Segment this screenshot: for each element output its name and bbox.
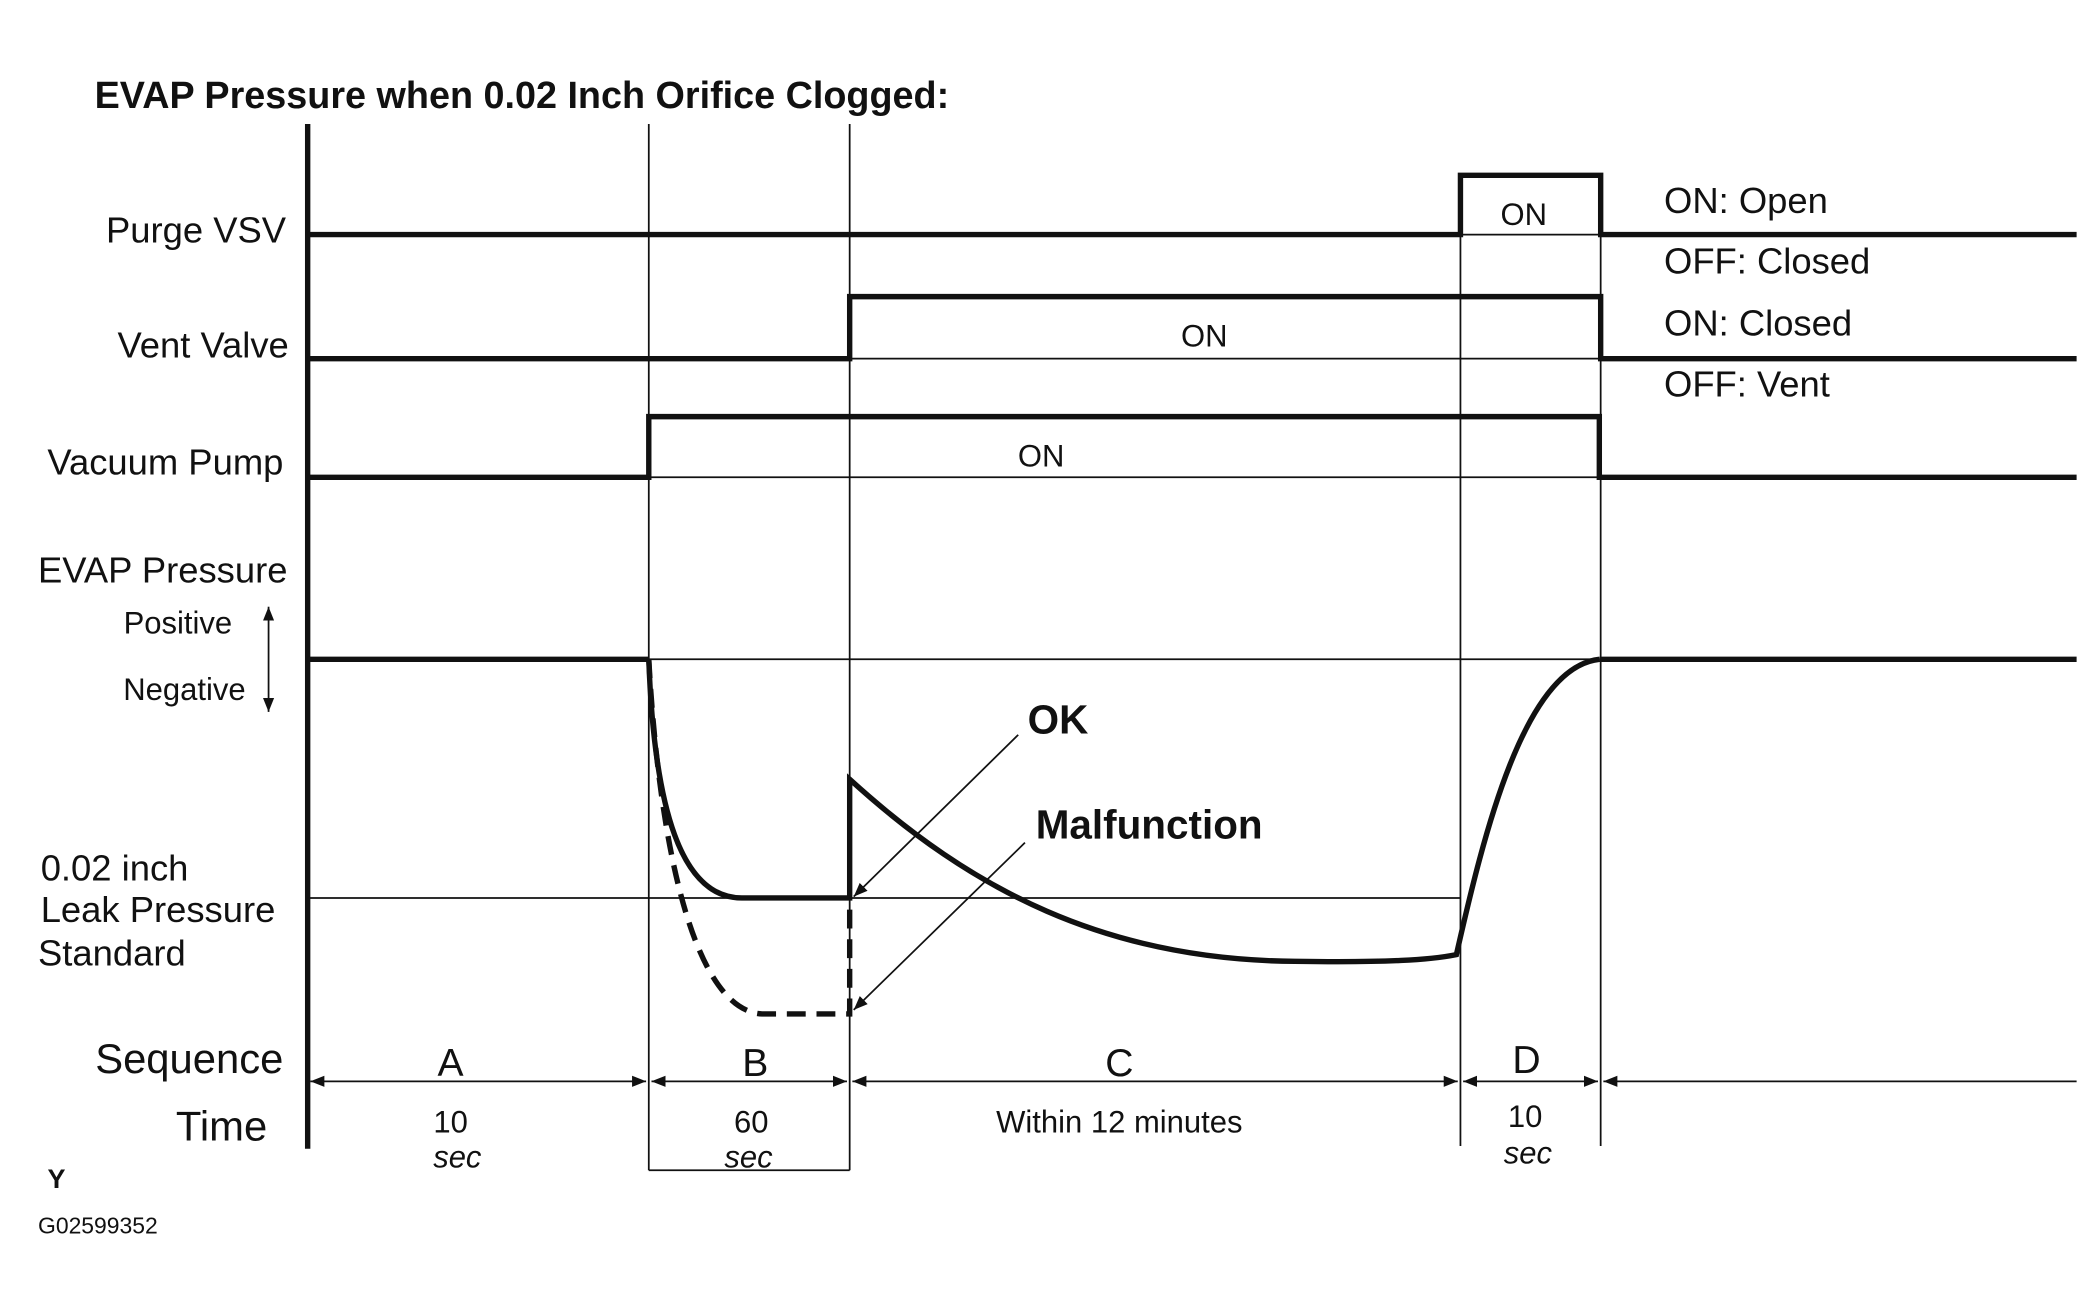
- pressure-trace: [262, 606, 2077, 1017]
- step-name: C: [1105, 1042, 1133, 1085]
- purge-vsv: [307, 172, 2077, 238]
- step-time: Within 12 minutes: [996, 1105, 1242, 1140]
- time-label: Time: [176, 1103, 267, 1150]
- standard-label: Standard: [38, 932, 186, 973]
- grid: [304, 124, 1602, 1172]
- state-label: OFF: Vent: [1664, 363, 1830, 404]
- signal-label: Vent Valve: [117, 324, 288, 365]
- vacuum-pump: [307, 413, 2077, 480]
- step-name: B: [742, 1042, 768, 1085]
- negative-label: Negative: [123, 672, 245, 707]
- signal-label: Purge VSV: [106, 210, 287, 251]
- on-label: ON: [1018, 439, 1065, 474]
- pressure-label: EVAP Pressure: [38, 549, 287, 590]
- figure-code: G02599352: [38, 1213, 158, 1239]
- step-time: sec: [724, 1140, 773, 1175]
- standard-label: Leak Pressure: [41, 889, 276, 930]
- malfunction-label: Malfunction: [1036, 802, 1263, 848]
- sequence-label: Sequence: [95, 1035, 283, 1082]
- step-time: 10: [433, 1105, 467, 1140]
- footer-mark: Y: [47, 1164, 65, 1194]
- step-time: sec: [1504, 1136, 1553, 1171]
- standard-label: 0.02 inch: [41, 847, 189, 888]
- vent-valve: [307, 293, 2077, 362]
- signal-label: Vacuum Pump: [47, 442, 283, 483]
- step-time: 60: [734, 1105, 768, 1140]
- on-label: ON: [1501, 197, 1548, 232]
- state-label: OFF: Closed: [1664, 241, 1870, 282]
- title: EVAP Pressure when 0.02 Inch Orifice Clo…: [95, 74, 950, 116]
- on-label: ON: [1181, 319, 1228, 354]
- state-label: ON: Open: [1664, 180, 1828, 221]
- step-name: A: [438, 1042, 464, 1085]
- step-time: sec: [433, 1140, 482, 1175]
- step-name: D: [1512, 1039, 1540, 1082]
- ok-label: OK: [1028, 696, 1089, 742]
- positive-label: Positive: [124, 606, 233, 641]
- state-label: ON: Closed: [1664, 303, 1852, 344]
- step-time: 10: [1508, 1099, 1542, 1134]
